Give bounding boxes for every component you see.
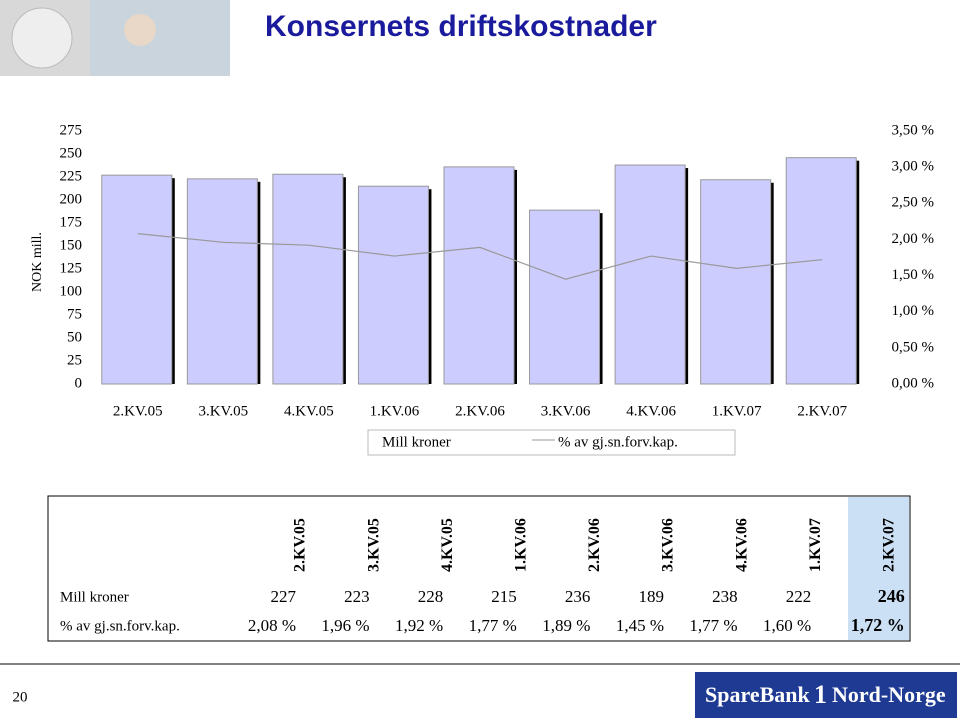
y2-tick-label: 1,50 % (892, 267, 935, 283)
y-axis-label: NOK mill. (30, 232, 45, 292)
cell: 228 (418, 587, 444, 606)
cell: 2,08 % (248, 616, 296, 635)
logo (695, 672, 957, 718)
title: Konsernets driftskostnader (265, 10, 657, 43)
photo-figure (124, 14, 156, 46)
y-tick-label: 75 (67, 306, 82, 322)
cell: 1,60 % (763, 616, 811, 635)
page-number: 20 (13, 689, 28, 705)
photo (90, 0, 230, 76)
cell: 1,77 % (469, 616, 517, 635)
cell: 223 (344, 587, 370, 606)
column-header: 1.KV.06 (512, 518, 529, 572)
y-tick-label: 250 (60, 145, 83, 161)
logo-number: 1 (814, 680, 827, 709)
x-tick-label: 2.KV.06 (455, 403, 505, 419)
x-tick-label: 2.KV.05 (113, 403, 163, 419)
bar (272, 173, 344, 385)
cell: 246 (878, 586, 905, 606)
bar (785, 157, 857, 385)
logo-text: Nord-Norge (832, 682, 946, 707)
bar (700, 179, 772, 385)
y-tick-label: 100 (60, 283, 83, 299)
x-tick-label: 1.KV.07 (712, 403, 762, 419)
cell: 236 (565, 587, 591, 606)
bar (101, 174, 173, 385)
cell: 1,72 % (851, 615, 905, 635)
cell: 222 (786, 587, 812, 606)
column-header: 2.KV.06 (586, 518, 603, 572)
x-tick-label: 4.KV.05 (284, 403, 334, 419)
y-tick-label: 225 (60, 168, 83, 184)
photo-emblem (11, 7, 73, 69)
y2-tick-label: 3,00 % (892, 159, 935, 175)
y-tick-label: 175 (60, 214, 83, 230)
column-header: 2.KV.07 (880, 518, 897, 572)
y-tick-label: 0 (75, 375, 83, 391)
y2-tick-label: 2,50 % (892, 195, 935, 211)
y-tick-label: 200 (60, 191, 83, 207)
x-tick-label: 2.KV.07 (797, 403, 847, 419)
x-tick-label: 3.KV.06 (541, 403, 591, 419)
table-frame (47, 495, 911, 642)
cell: 1,45 % (616, 616, 664, 635)
cell: 215 (491, 587, 517, 606)
column-header: 3.KV.05 (365, 518, 382, 572)
cell: 1,89 % (542, 616, 590, 635)
row-label: Mill kroner (60, 589, 129, 605)
legend (367, 429, 736, 456)
y-tick-label: 125 (60, 260, 83, 276)
cell: 1,96 % (321, 616, 369, 635)
x-tick-label: 4.KV.06 (626, 403, 676, 419)
cell: 1,77 % (689, 616, 737, 635)
y-tick-label: 50 (67, 329, 82, 345)
y2-tick-label: 2,00 % (892, 231, 935, 247)
y2-tick-label: 0,50 % (892, 339, 935, 355)
x-tick-label: 1.KV.06 (370, 403, 420, 419)
logo-text: SpareBank (705, 682, 811, 707)
line (137, 233, 823, 280)
y-tick-label: 275 (60, 122, 83, 138)
bar (529, 209, 601, 385)
column-header: 4.KV.05 (439, 518, 456, 572)
legend-label: % av gj.sn.forv.kap. (558, 434, 678, 450)
cell: 238 (712, 587, 738, 606)
y-tick-label: 25 (67, 352, 82, 368)
bar (357, 185, 429, 385)
bar (443, 166, 515, 385)
y-tick-label: 150 (60, 237, 83, 253)
legend-label: Mill kroner (382, 434, 451, 450)
y2-tick-label: 1,00 % (892, 303, 935, 319)
x-tick-label: 3.KV.05 (198, 403, 248, 419)
cell: 1,92 % (395, 616, 443, 635)
row-label: % av gj.sn.forv.kap. (60, 618, 180, 634)
column-header: 3.KV.06 (660, 518, 677, 572)
cell: 189 (639, 587, 665, 606)
column-header: 4.KV.06 (733, 518, 750, 572)
cell: 227 (271, 587, 297, 606)
y2-tick-label: 0,00 % (892, 375, 935, 391)
highlight-column (848, 497, 909, 640)
bar (186, 178, 258, 385)
bar (614, 164, 686, 385)
y2-tick-label: 3,50 % (892, 122, 935, 138)
column-header: 1.KV.07 (807, 518, 824, 572)
column-header: 2.KV.05 (292, 518, 309, 572)
